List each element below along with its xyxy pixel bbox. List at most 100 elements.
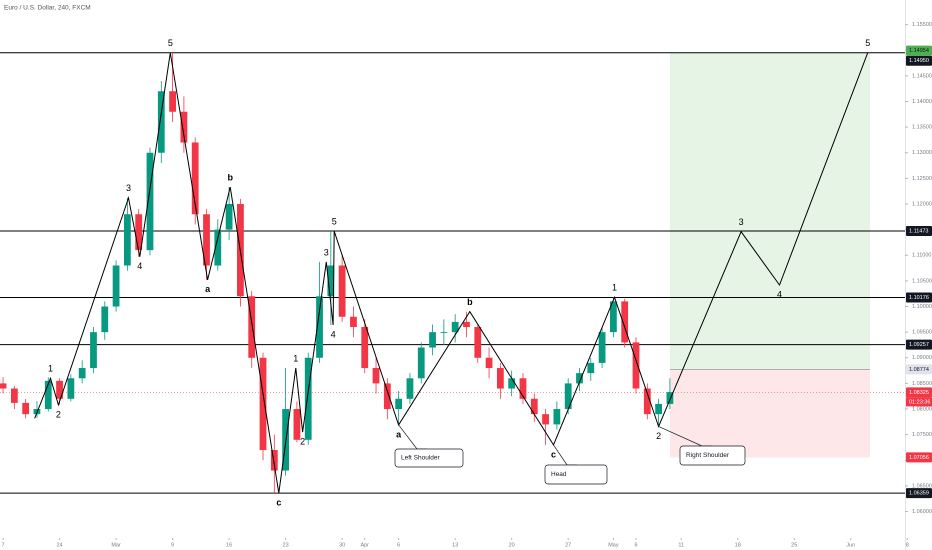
loss-zone <box>669 369 870 458</box>
y-tick-label: 1.10500 <box>912 278 932 284</box>
x-tick-label: Apr <box>360 542 369 548</box>
y-tick-label: 1.07500 <box>912 432 932 438</box>
y-tick-label: 1.13000 <box>912 150 932 156</box>
level-tag <box>906 55 932 66</box>
candle-body <box>44 380 52 410</box>
x-tick-label: Jun <box>846 542 855 548</box>
candle-body <box>101 306 109 333</box>
x-tick-label: 9 <box>171 542 174 548</box>
level-tag <box>906 292 932 303</box>
y-tick-label: 1.15500 <box>912 22 932 28</box>
target-tag <box>906 45 932 56</box>
candle-body <box>146 152 154 251</box>
candle-body <box>316 296 323 358</box>
candle-body <box>67 378 75 399</box>
wave-line <box>34 52 869 494</box>
wave-label: 1 <box>48 364 53 374</box>
callout-text: Right Shoulder <box>686 452 730 459</box>
wave-label: b <box>467 297 473 307</box>
level-tag-label: 1.09257 <box>909 342 929 348</box>
candle-body <box>395 398 403 410</box>
level-tag <box>906 226 932 237</box>
candle-body <box>406 378 414 399</box>
current-price-tag <box>906 387 932 398</box>
countdown: 01:23:36 <box>909 399 930 405</box>
x-tick-label: 6 <box>634 542 637 548</box>
candle-body <box>496 368 504 389</box>
level-tag-label: 1.11473 <box>909 228 928 234</box>
candle-body <box>440 332 448 333</box>
candle-body <box>293 409 301 440</box>
current-price-tag-label: 1.08325 <box>909 390 929 396</box>
profit-zone <box>669 52 870 370</box>
candle-body <box>530 398 538 415</box>
candle-body <box>180 111 188 143</box>
candle-body <box>56 380 63 399</box>
wave-label: 5 <box>332 217 337 227</box>
candle-body <box>90 332 97 369</box>
wave-label: 2 <box>56 409 61 419</box>
candle-body <box>361 327 369 369</box>
candle-body <box>474 327 482 358</box>
candle-body <box>576 373 583 384</box>
candle-body <box>519 378 527 399</box>
candle-body <box>632 342 640 389</box>
y-tick-label: 1.09000 <box>912 355 932 361</box>
candle-body <box>485 357 493 369</box>
wave-label: 5 <box>168 38 173 48</box>
x-tick-label: May <box>608 542 619 548</box>
candle-body <box>270 450 278 471</box>
candle-body <box>643 388 651 415</box>
candle-body <box>338 265 346 317</box>
x-tick-label: 16 <box>226 542 232 548</box>
candle-body <box>78 368 86 379</box>
wave-label: 4 <box>137 261 142 271</box>
y-tick-label: 1.13500 <box>912 125 932 131</box>
x-tick-label: 24 <box>57 542 63 548</box>
candle-body <box>191 142 199 215</box>
candle-body <box>372 368 380 384</box>
x-tick-label: 30 <box>339 542 345 548</box>
wave-label: 3 <box>739 217 744 227</box>
y-tick-label: 1.14000 <box>912 99 932 105</box>
y-tick-label: 1.08500 <box>912 381 932 387</box>
candle-body <box>22 402 30 415</box>
candle-body <box>327 265 335 297</box>
y-tick-label: 1.06500 <box>912 483 932 489</box>
wave-label: 1 <box>612 283 617 293</box>
candle-body <box>135 214 143 251</box>
candle-body <box>259 357 267 451</box>
wave-label: 4 <box>777 289 782 299</box>
level-tag <box>906 339 932 350</box>
x-tick-label: 6 <box>397 542 400 548</box>
x-tick-label: 11 <box>678 542 684 548</box>
candle-body <box>655 403 662 415</box>
candle-body <box>10 388 18 403</box>
candle-body <box>112 265 120 307</box>
x-tick-label: 23 <box>283 542 289 548</box>
wave-label: a <box>205 284 211 294</box>
wave-label: 3 <box>324 247 329 257</box>
y-tick-label: 1.11000 <box>912 253 931 259</box>
candle-body <box>451 321 459 333</box>
x-tick-label: 13 <box>452 542 458 548</box>
candle-body <box>157 91 165 153</box>
target-tag-label: 1.14954 <box>909 48 929 54</box>
candle-body <box>564 383 572 410</box>
level-tag-label: 1.10176 <box>909 295 929 301</box>
level-tag <box>906 488 932 499</box>
candle-body <box>350 316 357 328</box>
candle-body <box>621 301 629 343</box>
x-tick-label: Mar <box>111 542 121 548</box>
stop-tag-label: 1.07056 <box>909 455 929 461</box>
candle-body <box>383 383 391 410</box>
wave-label: 2 <box>656 431 661 441</box>
wave-label: 2 <box>300 436 305 446</box>
wave-label: c <box>551 449 556 459</box>
chart-title: Euro / U.S. Dollar, 240, FXCM <box>4 5 91 12</box>
candle-body <box>417 347 425 379</box>
candle-body <box>666 392 674 404</box>
candle-body <box>0 383 7 389</box>
candle-body <box>214 229 222 266</box>
